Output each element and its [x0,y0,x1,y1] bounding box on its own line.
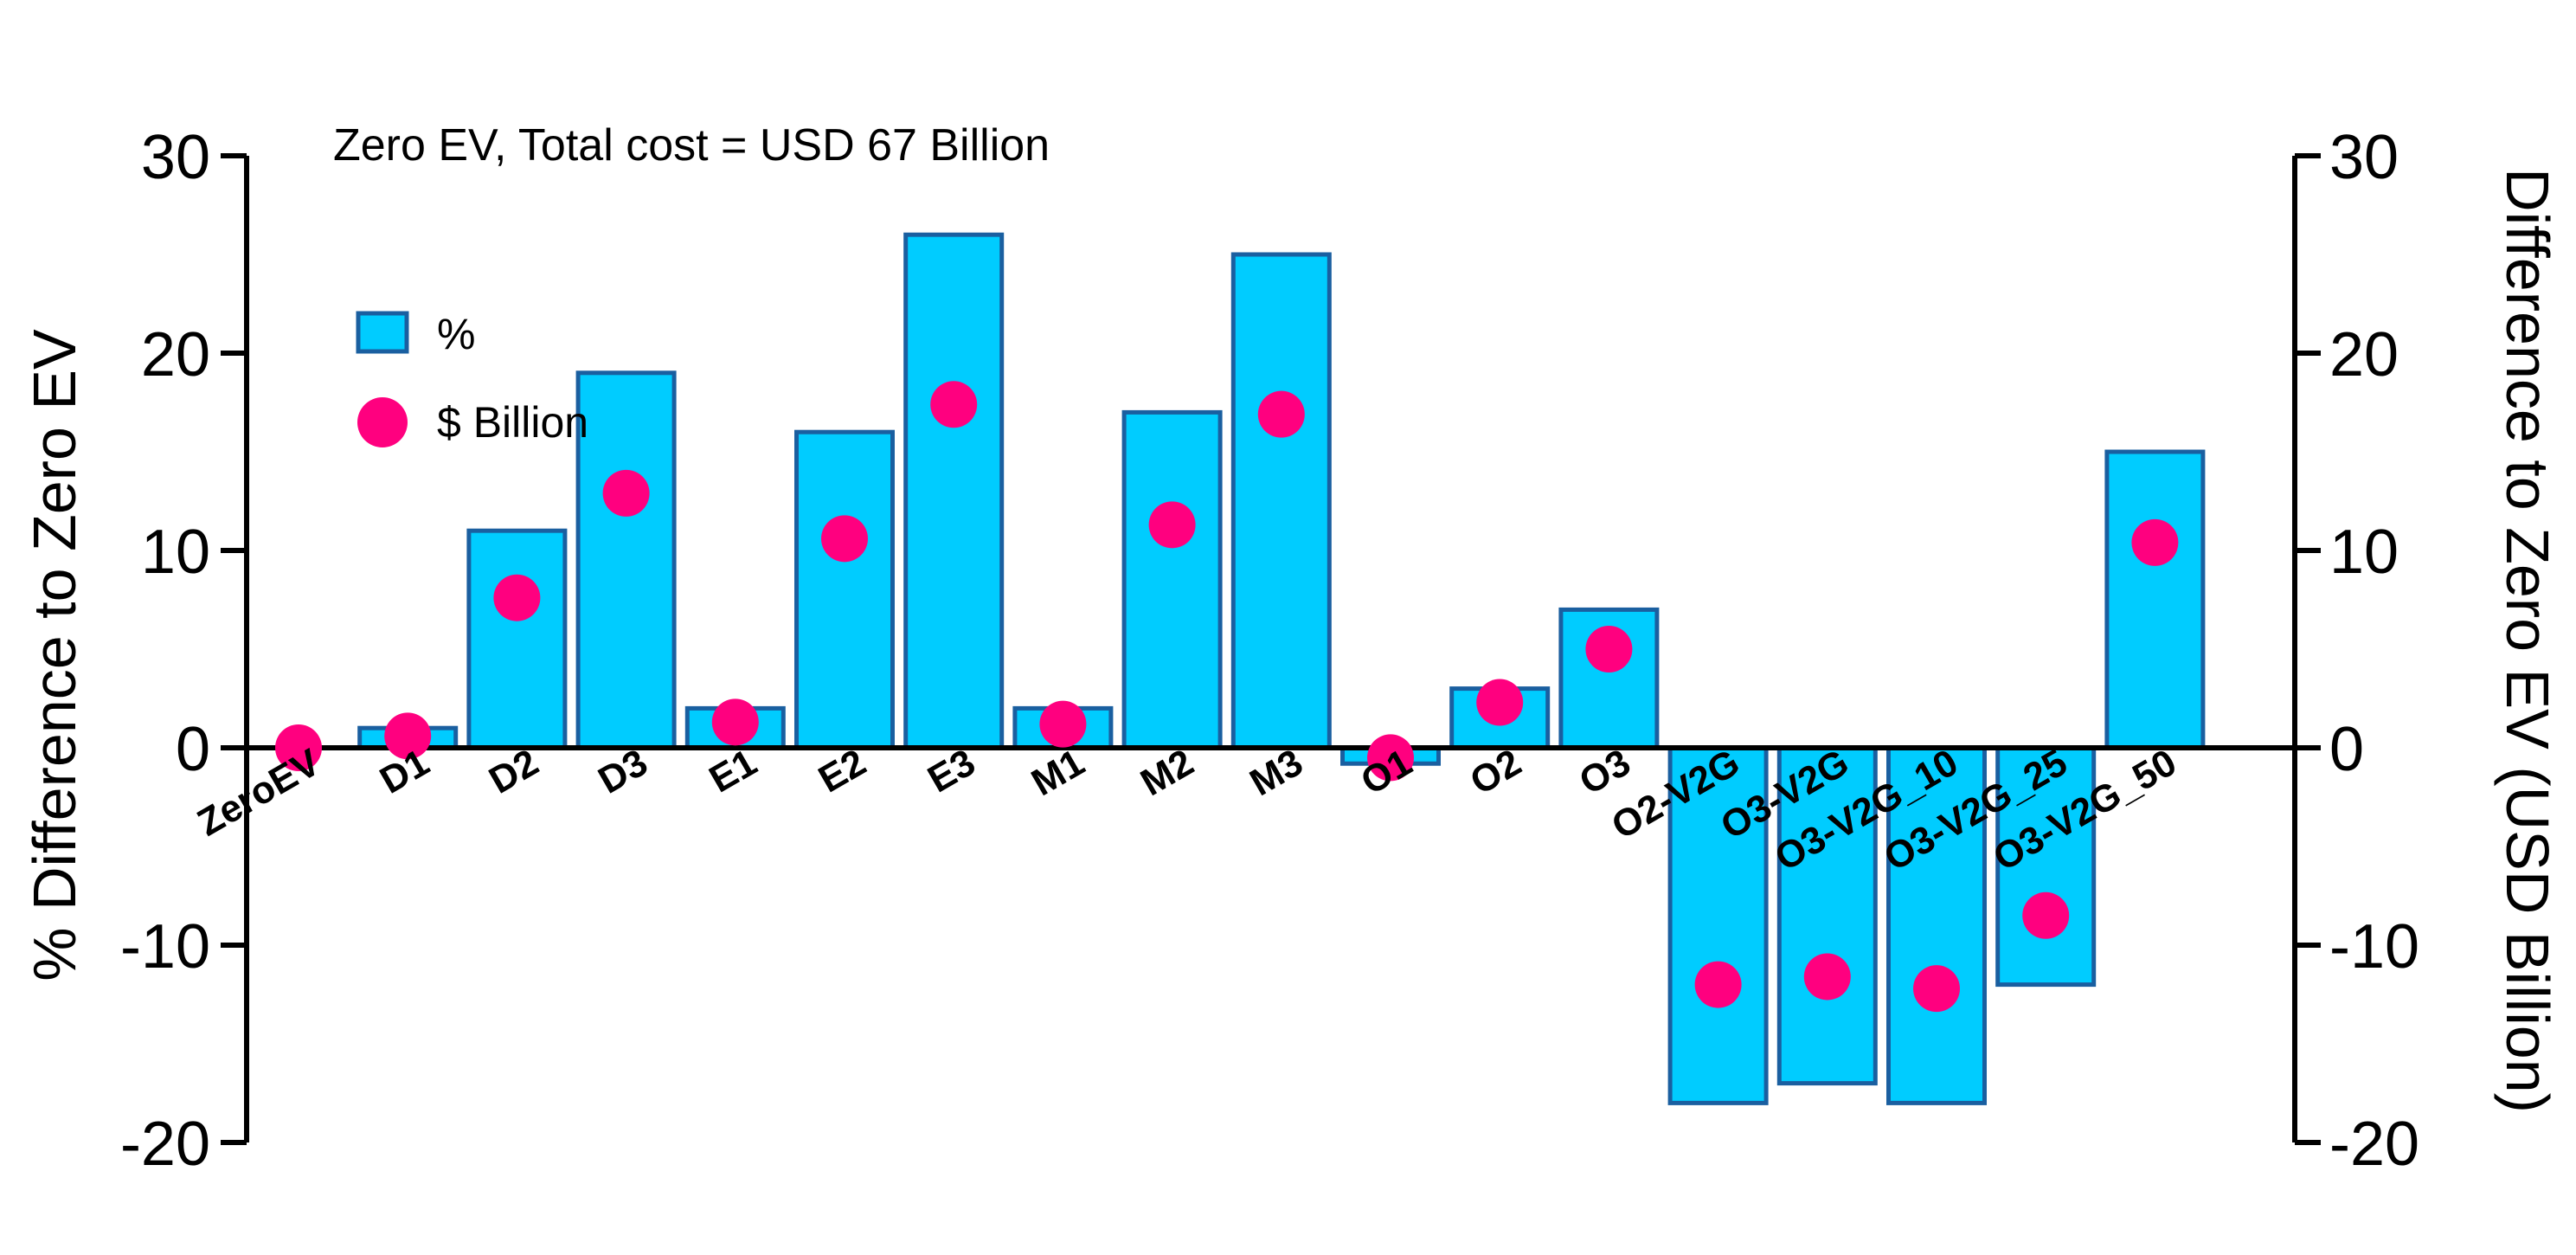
bar-O3-V2G_10 [1886,745,1987,1105]
y-axis-title: % Difference to Zero EV [21,329,88,981]
y2-tick-label: -20 [2329,1110,2419,1179]
category-label: M2 [1134,741,1200,804]
y-tick-label: -10 [120,912,210,981]
bar-O2-V2G [1667,745,1769,1105]
y-tick-label: 0 [176,715,210,784]
legend-bar-swatch [356,311,409,354]
y2-tick-label: 0 [2329,715,2364,784]
point-O3-V2G [1803,953,1851,1001]
category-label: ZeroEV [190,741,327,845]
point-ZeroEV [275,724,322,771]
point-E1 [711,698,759,746]
bar-E2 [794,429,895,750]
bar-D3 [575,370,677,750]
bar-D2 [466,528,568,750]
bar-M2 [1121,409,1223,750]
y2-axis-title: Difference to Zero EV (USD Billion) [2494,168,2561,1113]
bar-O3-V2G_25 [1995,745,2097,988]
category-labels: ZeroEV D1 D2 D3 E1 E2 E3 M1 M2 M3 O1 O2 O3O2-V2GO3-V… [190,741,2183,879]
legend-point-swatch [357,397,408,447]
point-O3-V2G_50 [2131,518,2179,566]
point-E2 [821,515,868,563]
point-D2 [493,574,541,621]
y-tick-label: 20 [141,320,210,389]
y2-tick-label: -10 [2329,912,2419,981]
y2-tick-label: 10 [2329,518,2399,587]
legend: % $ Billion [356,310,588,447]
y2-tick-label: 20 [2329,320,2399,389]
point-M2 [1148,501,1196,549]
point-E3 [930,381,978,428]
category-label: M3 [1243,741,1309,804]
point-M3 [1257,390,1305,438]
bar-M3 [1230,252,1332,750]
point-O1 [1367,734,1414,782]
point-M1 [1039,700,1087,748]
point-D1 [384,712,432,760]
legend-bar-label: % [437,310,475,358]
point-O3 [1585,626,1633,673]
point-O3-V2G_10 [1913,965,1960,1013]
legend-point-label: $ Billion [437,398,588,447]
y-tick-label: 10 [141,518,210,587]
bar-series [357,232,2206,1105]
point-O2 [1476,679,1524,726]
axes: 30 20 10 0 -10 -20 30 20 10 0 -10 -20 [120,123,2419,1179]
point-D3 [602,469,650,517]
chart-annotation: Zero EV, Total cost = USD 67 Billion [333,120,1050,171]
point-series [275,381,2179,1013]
bar-O3-V2G_50 [2104,449,2206,750]
y2-tick-label: 30 [2329,123,2399,192]
point-O2-V2G [1694,961,1742,1008]
point-O3-V2G_25 [2022,891,2070,939]
y-tick-label: -20 [120,1110,210,1179]
bar-E3 [903,232,1005,750]
y-tick-label: 30 [141,123,210,192]
category-label: M1 [1025,741,1091,804]
